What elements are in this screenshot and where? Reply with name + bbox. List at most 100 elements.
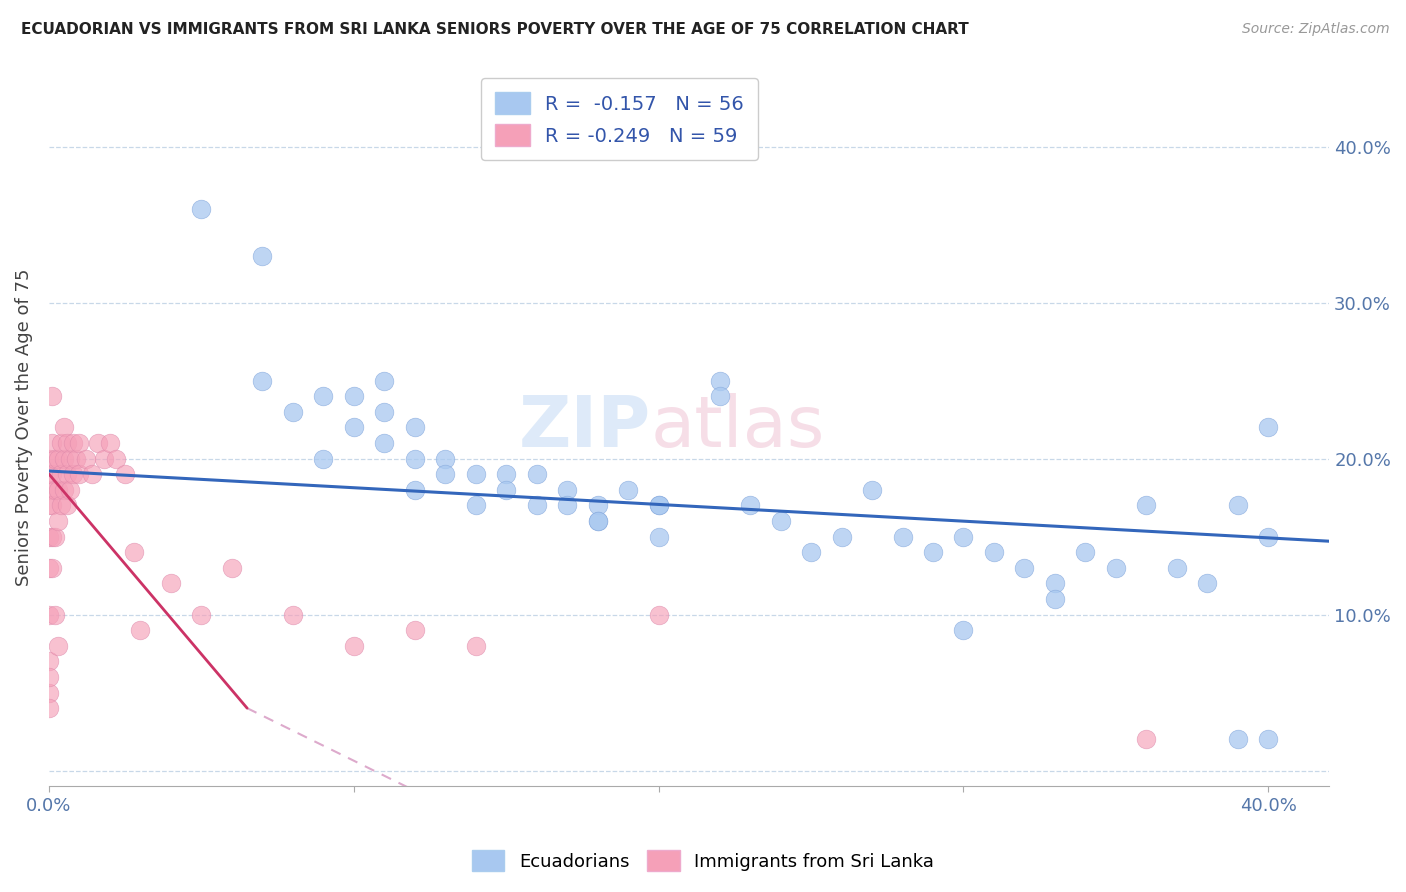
Point xyxy=(738,499,761,513)
Point xyxy=(586,514,609,528)
Legend: R =  -0.157   N = 56, R = -0.249   N = 59: R = -0.157 N = 56, R = -0.249 N = 59 xyxy=(481,78,758,160)
Point xyxy=(252,249,274,263)
Point xyxy=(41,499,63,513)
Point xyxy=(464,639,486,653)
Point xyxy=(69,467,91,482)
Point xyxy=(709,374,731,388)
Point xyxy=(404,483,426,497)
Point xyxy=(709,389,731,403)
Point xyxy=(38,483,60,497)
Text: ZIP: ZIP xyxy=(519,392,651,462)
Point xyxy=(1197,576,1219,591)
Point xyxy=(41,389,63,403)
Point xyxy=(129,623,152,637)
Point xyxy=(46,639,69,653)
Point xyxy=(586,499,609,513)
Point xyxy=(93,451,115,466)
Point xyxy=(922,545,945,559)
Legend: Ecuadorians, Immigrants from Sri Lanka: Ecuadorians, Immigrants from Sri Lanka xyxy=(464,843,942,879)
Point xyxy=(69,436,91,450)
Point xyxy=(464,499,486,513)
Point xyxy=(1074,545,1097,559)
Point xyxy=(1043,591,1066,606)
Point xyxy=(160,576,183,591)
Point xyxy=(98,436,121,450)
Point xyxy=(44,529,66,543)
Point xyxy=(1257,420,1279,434)
Point xyxy=(495,483,517,497)
Point xyxy=(312,451,335,466)
Point xyxy=(1105,560,1128,574)
Point xyxy=(983,545,1005,559)
Point xyxy=(647,499,669,513)
Point xyxy=(647,529,669,543)
Point xyxy=(800,545,823,559)
Point xyxy=(46,483,69,497)
Point xyxy=(38,670,60,684)
Point xyxy=(343,389,366,403)
Point xyxy=(44,451,66,466)
Point xyxy=(1014,560,1036,574)
Point xyxy=(190,607,212,622)
Point xyxy=(51,467,73,482)
Point xyxy=(1135,499,1157,513)
Point xyxy=(831,529,853,543)
Point xyxy=(526,499,548,513)
Point xyxy=(404,451,426,466)
Point xyxy=(1166,560,1188,574)
Point xyxy=(1257,529,1279,543)
Point xyxy=(617,483,640,497)
Point xyxy=(190,202,212,216)
Point xyxy=(46,451,69,466)
Point xyxy=(1135,732,1157,747)
Point xyxy=(495,467,517,482)
Point xyxy=(221,560,243,574)
Point xyxy=(769,514,792,528)
Point xyxy=(1043,576,1066,591)
Point xyxy=(87,436,110,450)
Point xyxy=(647,607,669,622)
Point xyxy=(44,483,66,497)
Point xyxy=(75,451,97,466)
Point xyxy=(53,420,76,434)
Point xyxy=(41,560,63,574)
Point xyxy=(80,467,103,482)
Point xyxy=(62,467,84,482)
Point xyxy=(281,405,304,419)
Point xyxy=(51,436,73,450)
Point xyxy=(59,451,82,466)
Point xyxy=(59,483,82,497)
Point xyxy=(373,436,395,450)
Point xyxy=(586,514,609,528)
Point xyxy=(56,436,79,450)
Point xyxy=(404,420,426,434)
Point xyxy=(56,467,79,482)
Point xyxy=(952,623,974,637)
Point xyxy=(891,529,914,543)
Point xyxy=(281,607,304,622)
Text: ECUADORIAN VS IMMIGRANTS FROM SRI LANKA SENIORS POVERTY OVER THE AGE OF 75 CORRE: ECUADORIAN VS IMMIGRANTS FROM SRI LANKA … xyxy=(21,22,969,37)
Point xyxy=(373,374,395,388)
Point xyxy=(38,499,60,513)
Point xyxy=(1226,732,1249,747)
Point xyxy=(434,467,457,482)
Point xyxy=(105,451,128,466)
Point xyxy=(41,529,63,543)
Point xyxy=(1226,499,1249,513)
Point xyxy=(62,436,84,450)
Point xyxy=(38,560,60,574)
Point xyxy=(65,451,87,466)
Point xyxy=(56,499,79,513)
Point xyxy=(41,436,63,450)
Point xyxy=(51,499,73,513)
Point xyxy=(404,623,426,637)
Point xyxy=(38,451,60,466)
Point xyxy=(38,467,60,482)
Point xyxy=(860,483,883,497)
Point xyxy=(38,529,60,543)
Point xyxy=(53,451,76,466)
Point xyxy=(53,483,76,497)
Point xyxy=(434,451,457,466)
Point xyxy=(373,405,395,419)
Point xyxy=(647,499,669,513)
